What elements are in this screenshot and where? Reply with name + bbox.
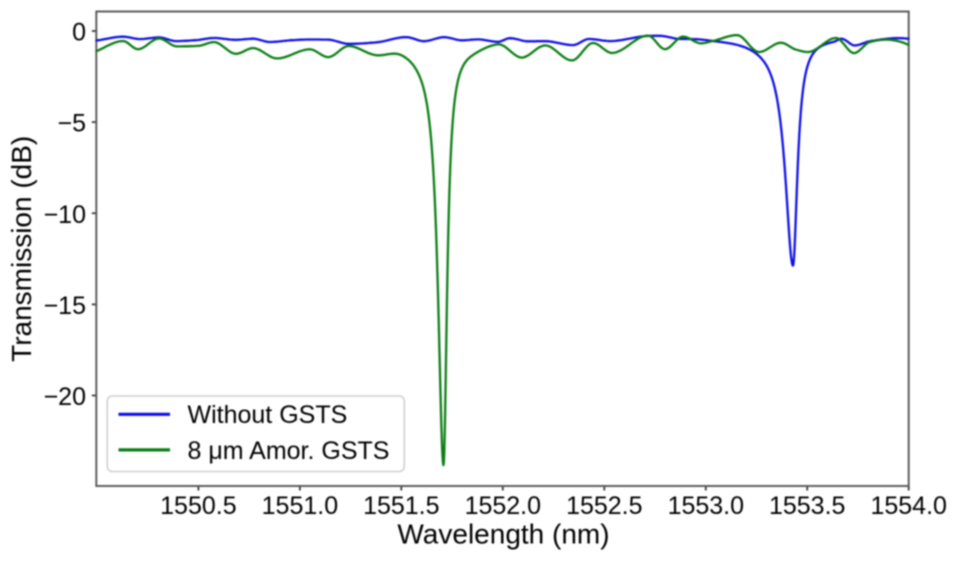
svg-text:1552.5: 1552.5	[566, 492, 642, 520]
svg-text:1554.0: 1554.0	[870, 492, 946, 520]
svg-text:1550.5: 1550.5	[160, 492, 236, 520]
svg-text:−5: −5	[57, 110, 86, 138]
svg-text:−20: −20	[44, 383, 86, 411]
svg-text:−10: −10	[44, 201, 86, 229]
svg-text:Without GSTS: Without GSTS	[188, 401, 348, 429]
svg-text:Transmission (dB): Transmission (dB)	[6, 136, 37, 362]
svg-text:1551.0: 1551.0	[262, 492, 338, 520]
svg-text:1551.5: 1551.5	[363, 492, 439, 520]
svg-text:8 μm Amor. GSTS: 8 μm Amor. GSTS	[188, 437, 390, 465]
svg-text:1552.0: 1552.0	[465, 492, 541, 520]
svg-text:1553.5: 1553.5	[769, 492, 845, 520]
svg-text:0: 0	[72, 19, 86, 47]
svg-text:−15: −15	[44, 292, 86, 320]
svg-text:Wavelength (nm): Wavelength (nm)	[397, 519, 609, 550]
svg-text:1553.0: 1553.0	[668, 492, 744, 520]
